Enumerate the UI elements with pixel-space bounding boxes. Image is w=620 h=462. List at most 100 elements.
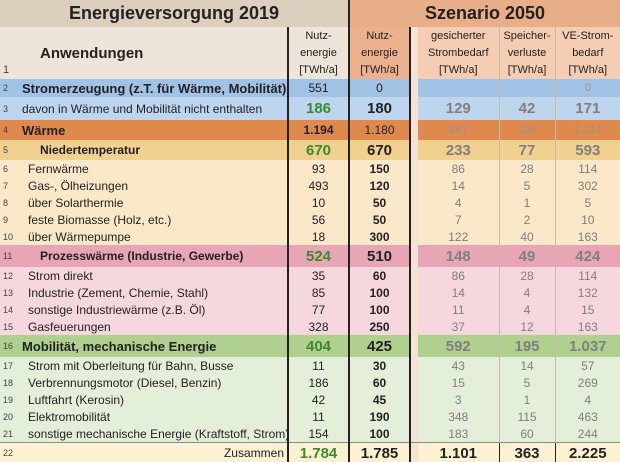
gesicherter-strombedarf-cell: 592 — [418, 335, 500, 357]
nutzenergie-2050-cell: 0 — [349, 79, 412, 97]
speicherverluste-cell — [498, 79, 556, 97]
row-number: 2 — [0, 79, 18, 97]
header-line: [TWh/a] — [568, 63, 608, 76]
speicherverluste-cell: 1 — [498, 391, 556, 408]
speicherverluste-cell: 42 — [498, 97, 556, 120]
speicherverluste-cell: 4 — [498, 301, 556, 318]
header-line: Nutz- — [366, 29, 393, 42]
speicherverluste-cell: 12 — [498, 318, 556, 335]
gap — [410, 97, 419, 120]
nutzenergie-2050-cell: 300 — [349, 228, 412, 245]
header-nutzenergie-2050: Nutz-energie [TWh/a] — [349, 27, 412, 79]
nutzenergie-2050-cell: 100 — [349, 425, 412, 443]
nutzenergie-2019-cell: 186 — [286, 374, 351, 391]
gesicherter-strombedarf-cell: 3 — [418, 391, 500, 408]
nutzenergie-2050-cell: 425 — [349, 335, 412, 357]
gesicherter-strombedarf-cell: 14 — [418, 284, 500, 301]
row-label: Gas-, Ölheizungen — [18, 177, 288, 194]
row-label: sonstige mechanische Energie (Kraftstoff… — [18, 425, 288, 443]
speicherverluste-cell: 28 — [498, 160, 556, 177]
ve-strombedarf-cell: 1.017 — [554, 120, 620, 140]
ve-strombedarf-cell: 269 — [554, 374, 620, 391]
table-row: 20 Elektromobilität 11 190 348 115 463 — [0, 408, 620, 425]
header-speicherverluste: Speicher-verluste [TWh/a] — [498, 27, 556, 79]
header-anwendungen: Anwendungen — [18, 27, 288, 79]
speicherverluste-cell: 14 — [498, 357, 556, 374]
table-row: 12 Strom direkt 35 60 86 28 114 — [0, 267, 620, 284]
gesicherter-strombedarf-cell: 86 — [418, 267, 500, 284]
row-number: 20 — [0, 408, 18, 425]
table-row: 4 Wärme 1.194 1.180 381 126 1.017 — [0, 120, 620, 140]
header-line: Strombedarf — [428, 46, 489, 59]
speicherverluste-cell: 115 — [498, 408, 556, 425]
row-label: Verbrennungsmotor (Diesel, Benzin) — [18, 374, 288, 391]
header-line: [TWh/a] — [439, 63, 478, 76]
row-number: 6 — [0, 160, 18, 177]
gap — [410, 374, 419, 391]
header-line: energie — [361, 46, 398, 59]
nutzenergie-2019-cell: 551 — [286, 79, 351, 97]
table-row: 17 Strom mit Oberleitung für Bahn, Busse 1… — [0, 357, 620, 374]
nutzenergie-2050-cell: 50 — [349, 194, 412, 211]
nutzenergie-2050-cell: 1.785 — [348, 442, 412, 462]
nutzenergie-2019-cell: 77 — [286, 301, 351, 318]
table-row: 13 Industrie (Zement, Chemie, Stahl) 85 100… — [0, 284, 620, 301]
table-row: 11 Prozesswärme (Industrie, Gewerbe) 524 51… — [0, 245, 620, 267]
table-row: 9 feste Biomasse (Holz, etc.) 56 50 7 2 10 — [0, 211, 620, 228]
header-line: verluste — [507, 46, 547, 59]
row-label: über Wärmepumpe — [18, 228, 288, 245]
table-row: 18 Verbrennungsmotor (Diesel, Benzin) 186 6… — [0, 374, 620, 391]
row-number: 13 — [0, 284, 18, 301]
gap — [410, 211, 419, 228]
nutzenergie-2050-cell: 150 — [349, 160, 412, 177]
nutzenergie-2050-cell: 100 — [349, 301, 412, 318]
row-number: 8 — [0, 194, 18, 211]
row-number: 21 — [0, 425, 18, 443]
gesicherter-strombedarf-cell: 11 — [418, 301, 500, 318]
row-label: Strom direkt — [18, 267, 288, 284]
nutzenergie-2050-cell: 190 — [349, 408, 412, 425]
header-line: [TWh/a] — [360, 63, 399, 76]
header-line: gesicherter — [431, 29, 486, 42]
speicherverluste-cell: 5 — [498, 374, 556, 391]
table-row: 21 sonstige mechanische Energie (Kraftsto… — [0, 425, 620, 443]
nutzenergie-2019-cell: 35 — [286, 267, 351, 284]
title-row: Energieversorgung 2019 Szenario 2050 — [0, 0, 620, 27]
speicherverluste-cell: 126 — [498, 120, 556, 140]
ve-strombedarf-cell: 1.037 — [554, 335, 620, 357]
row-number: 22 — [0, 442, 18, 462]
gesicherter-strombedarf-cell: 86 — [418, 160, 500, 177]
gesicherter-strombedarf-cell — [418, 79, 500, 97]
row-number: 16 — [0, 335, 18, 357]
header-line: Nutz- — [305, 29, 332, 42]
row-label: Gasfeuerungen — [18, 318, 288, 335]
nutzenergie-2050-cell: 510 — [349, 245, 412, 267]
header-line: bedarf — [572, 46, 604, 59]
gesicherter-strombedarf-cell: 1.101 — [418, 442, 500, 462]
nutzenergie-2019-cell: 186 — [286, 97, 351, 120]
table-row: 7 Gas-, Ölheizungen 493 120 14 5 302 — [0, 177, 620, 194]
ve-strombedarf-cell: 424 — [554, 245, 620, 267]
row-label: Niedertemperatur — [18, 140, 288, 160]
row-number: 10 — [0, 228, 18, 245]
row-label: Elektromobilität — [18, 408, 288, 425]
gap — [410, 425, 419, 443]
gap — [410, 160, 419, 177]
nutzenergie-2019-cell: 18 — [286, 228, 351, 245]
nutzenergie-2019-cell: 93 — [286, 160, 351, 177]
ve-strombedarf-cell: 163 — [554, 318, 620, 335]
header-line: Speicher- — [503, 29, 551, 42]
ve-strombedarf-cell: 593 — [554, 140, 620, 160]
gap — [410, 140, 419, 160]
header-line: energie — [300, 46, 337, 59]
nutzenergie-2050-cell: 180 — [349, 97, 412, 120]
gap — [410, 335, 419, 357]
gap — [410, 391, 419, 408]
ve-strombedarf-cell: 244 — [554, 425, 620, 443]
nutzenergie-2050-cell: 250 — [349, 318, 412, 335]
row-label: Zusammen — [18, 442, 288, 462]
speicherverluste-cell: 60 — [498, 425, 556, 443]
row-number: 15 — [0, 318, 18, 335]
row-number: 12 — [0, 267, 18, 284]
